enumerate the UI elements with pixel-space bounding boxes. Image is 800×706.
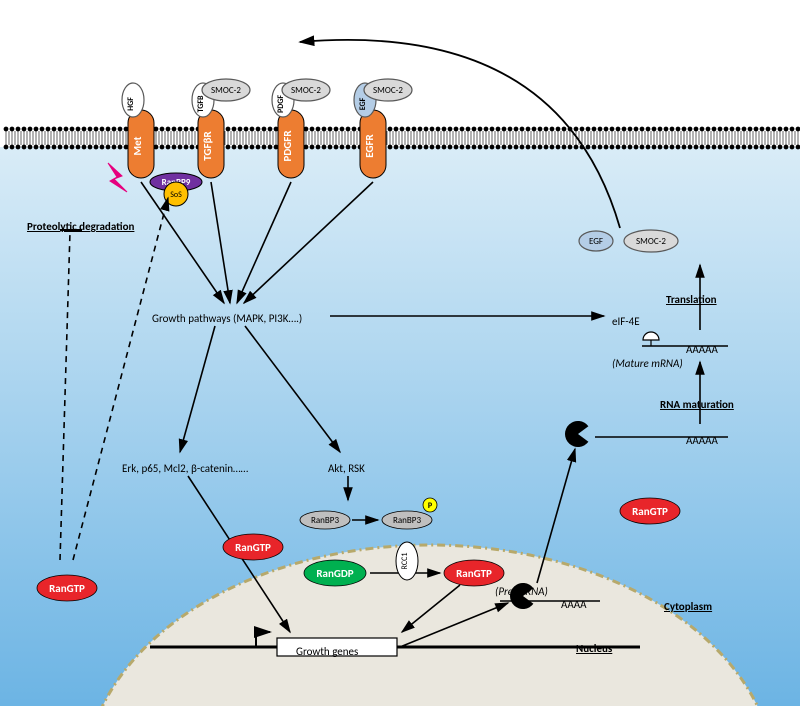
diagram-root: MetHGFTGFβRTGFBSMOC-2PDGFRPDGFSMOC-2EGFR… [0,0,800,706]
label-translation: Translation [666,293,717,306]
label-proteolytic: Proteolytic degradation [27,220,134,233]
svg-text:RanBP3: RanBP3 [393,515,421,526]
svg-text:SMOC-2: SMOC-2 [211,85,241,96]
svg-text:RanGDP: RanGDP [316,567,353,580]
svg-text:SMOC-2: SMOC-2 [291,85,321,96]
label-akt: Akt, RSK [328,462,365,475]
label-eif4e: eIF-4E [612,315,640,328]
label-cytoplasm: Cytoplasm [664,600,712,613]
svg-text:PDGFR: PDGFR [281,130,294,162]
label-rna_maturation: RNA maturation [660,398,734,411]
label-premrna: (Pre-mRNA) [495,585,548,598]
label-erk: Erk, p65, Mcl2, β-catenin…… [122,462,248,475]
label-growth_pathways: Growth pathways (MAPK, PI3K….) [152,312,302,325]
svg-text:RanGTP: RanGTP [49,582,85,595]
svg-text:HGF: HGF [126,97,136,111]
label-mature_mrna: (Mature mRNA) [612,357,683,370]
svg-text:EGFR: EGFR [363,133,376,157]
svg-text:EGF: EGF [589,236,603,247]
svg-text:RanBP3: RanBP3 [311,515,339,526]
svg-text:SoS: SoS [170,190,182,200]
svg-text:RanGTP: RanGTP [632,505,668,518]
svg-text:P: P [428,501,433,511]
svg-text:SMOC-2: SMOC-2 [636,236,666,247]
label-growth_genes: Growth genes [296,645,358,658]
label-aaaa_pre: AAAA [561,598,586,611]
svg-text:TGFB: TGFB [196,95,206,113]
svg-text:PDGF: PDGF [276,95,286,113]
svg-text:RanGTP: RanGTP [235,541,271,554]
label-aaaaa1: AAAAA [686,343,718,356]
svg-text:TGFβR: TGFβR [201,131,214,161]
label-nucleus: Nucleus [576,642,612,655]
label-aaaaa2: AAAAA [686,434,718,447]
svg-text:SMOC-2: SMOC-2 [373,85,403,96]
svg-text:EGF: EGF [358,97,368,110]
svg-text:RanGTP: RanGTP [456,567,492,580]
svg-text:RCC1: RCC1 [400,553,410,570]
svg-text:Met: Met [131,136,144,155]
